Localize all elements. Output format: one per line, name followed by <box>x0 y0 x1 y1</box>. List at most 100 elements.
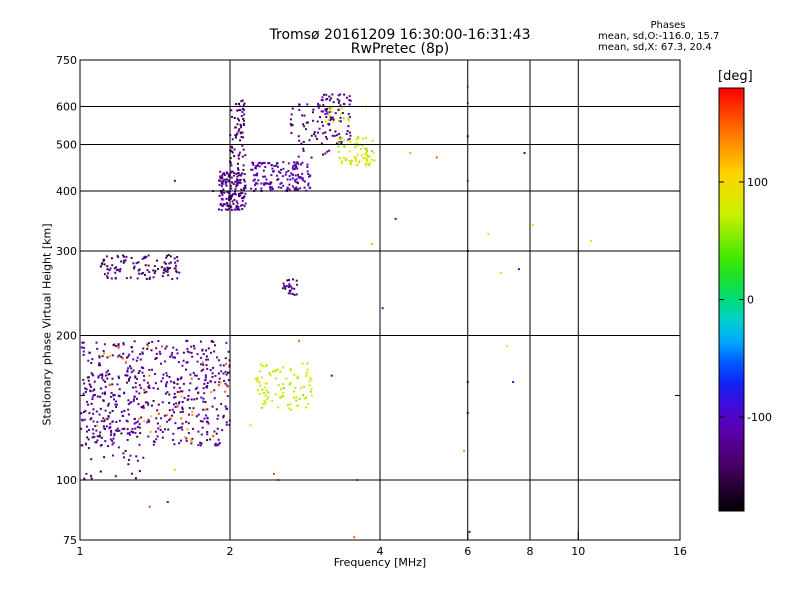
data-point <box>224 208 227 211</box>
data-point <box>99 265 102 268</box>
data-point <box>127 413 130 416</box>
data-point <box>234 103 237 106</box>
data-point <box>269 187 272 190</box>
data-point <box>260 182 263 185</box>
data-point <box>111 354 114 357</box>
data-point <box>338 137 341 140</box>
data-point <box>272 370 275 373</box>
data-point <box>217 384 220 387</box>
data-point <box>285 284 288 287</box>
data-point <box>207 422 210 425</box>
data-point <box>487 233 490 236</box>
data-point <box>302 394 305 397</box>
data-point <box>137 371 140 374</box>
data-point <box>110 431 113 434</box>
data-point <box>160 417 163 420</box>
data-point <box>101 376 104 379</box>
data-point <box>238 151 241 154</box>
data-point <box>155 347 158 350</box>
data-point <box>144 401 147 404</box>
data-point <box>86 403 89 406</box>
data-point <box>114 271 117 274</box>
data-point <box>90 477 93 480</box>
data-point <box>237 167 240 170</box>
data-point <box>169 267 172 270</box>
data-point <box>231 151 234 154</box>
data-point <box>264 365 267 368</box>
data-point <box>160 380 163 383</box>
data-point <box>201 426 204 429</box>
data-point <box>160 362 163 365</box>
data-point <box>241 172 244 175</box>
data-point <box>286 186 289 189</box>
data-point <box>200 363 203 366</box>
data-point <box>219 177 222 180</box>
data-point <box>90 361 93 364</box>
data-point <box>320 142 323 145</box>
data-point <box>355 142 358 145</box>
data-point <box>99 364 102 367</box>
data-point <box>234 126 237 129</box>
data-point <box>329 119 332 122</box>
data-point <box>262 175 265 178</box>
data-point <box>125 374 128 377</box>
data-point <box>92 408 95 411</box>
data-point <box>126 374 129 377</box>
data-point <box>339 93 342 96</box>
data-point <box>125 419 128 422</box>
data-point <box>289 122 292 125</box>
data-point <box>328 99 331 102</box>
data-point <box>169 355 172 358</box>
data-point <box>165 345 168 348</box>
data-point <box>309 376 312 379</box>
data-point <box>201 420 204 423</box>
data-point <box>103 393 106 396</box>
data-point <box>289 285 292 288</box>
data-point <box>239 109 242 112</box>
data-point <box>225 373 228 376</box>
data-point <box>277 186 280 189</box>
data-point <box>225 408 228 411</box>
data-point <box>267 162 270 165</box>
data-point <box>142 271 145 274</box>
data-point <box>93 380 96 383</box>
data-point <box>104 380 107 383</box>
data-point <box>178 386 181 389</box>
data-point <box>111 383 114 386</box>
data-point <box>196 386 199 389</box>
data-point <box>148 384 151 387</box>
data-point <box>225 423 228 426</box>
data-point <box>252 179 255 182</box>
data-point <box>111 377 114 380</box>
data-point <box>364 137 367 140</box>
data-point <box>206 382 209 385</box>
data-point <box>134 431 137 434</box>
data-point <box>289 118 292 121</box>
data-point <box>269 189 272 192</box>
data-point <box>102 349 105 352</box>
data-point <box>161 401 164 404</box>
data-point <box>190 440 193 443</box>
data-point <box>109 438 112 441</box>
data-point <box>110 277 113 280</box>
data-point <box>354 156 357 159</box>
data-point <box>136 377 139 380</box>
data-point <box>234 188 237 191</box>
data-point <box>103 428 106 431</box>
data-point <box>215 432 218 435</box>
data-point <box>249 424 252 427</box>
data-point <box>86 436 89 439</box>
data-point <box>152 387 155 390</box>
data-point <box>127 458 130 461</box>
data-point <box>435 156 438 159</box>
data-point <box>293 179 296 182</box>
data-point <box>257 161 260 164</box>
data-point <box>174 422 177 425</box>
data-point <box>95 341 98 344</box>
data-point <box>211 405 214 408</box>
data-point <box>298 177 301 180</box>
data-point <box>182 382 185 385</box>
data-point <box>306 166 309 169</box>
data-point <box>292 278 295 281</box>
data-point <box>174 405 177 408</box>
